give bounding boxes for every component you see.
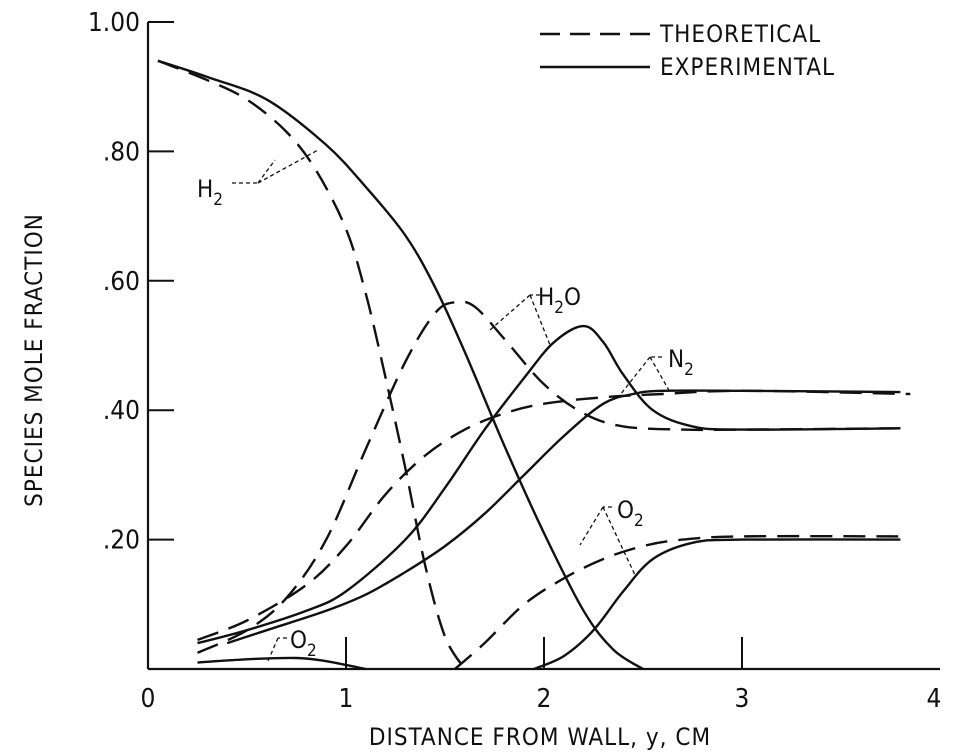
annotation-leader <box>529 294 551 346</box>
y-tick-label: .20 <box>103 526 140 556</box>
curves <box>157 59 911 671</box>
x-tick-label: 1 <box>339 684 354 714</box>
annotation-h2o: H2O <box>538 283 581 318</box>
axes <box>146 21 940 671</box>
annotation-h2: H2 <box>197 175 223 210</box>
h2-experimental-curve <box>157 59 644 671</box>
x-tick-label: 4 <box>927 684 942 714</box>
tick-labels: .20 .40 .60 .80 1.00 0 1 2 3 4 <box>88 8 942 714</box>
species-annotations: H2 H2O N2 O2 O2 <box>197 149 694 662</box>
annotation-o2-upper: O2 <box>617 496 644 531</box>
y-tick-label: .40 <box>103 396 140 426</box>
annotation-leader <box>257 149 319 184</box>
x-tick-label: 3 <box>735 684 750 714</box>
h2-theoretical-curve <box>157 59 466 670</box>
y-axis-label: SPECIES MOLE FRACTION <box>20 213 48 507</box>
annotation-o2-lower: O2 <box>290 626 317 661</box>
annotation-leader <box>649 356 671 393</box>
x-tick-label: 0 <box>141 684 156 714</box>
x-axis-label: DISTANCE FROM WALL, y, CM <box>369 723 711 751</box>
annotation-leader <box>489 294 531 331</box>
o2-theoretical-curve <box>454 534 901 670</box>
o2-experimental-curve <box>197 656 367 671</box>
n2-experimental-curve <box>226 389 901 645</box>
annotation-leader <box>619 356 651 396</box>
annotation-leader <box>257 159 276 184</box>
legend: THEORETICAL EXPERIMENTAL <box>540 20 835 81</box>
n2-theoretical-curve <box>197 389 911 642</box>
h2o-experimental-curve <box>197 324 901 645</box>
o2-experimental-curve <box>533 538 901 671</box>
y-tick-label: .80 <box>103 137 140 167</box>
legend-label: EXPERIMENTAL <box>660 53 835 81</box>
y-tick-label: 1.00 <box>88 8 140 38</box>
x-tick-label: 2 <box>537 684 552 714</box>
annotation-n2: N2 <box>668 345 694 380</box>
annotation-leader <box>602 506 636 576</box>
y-tick-label: .60 <box>103 267 140 297</box>
h2o-theoretical-curve <box>197 300 901 654</box>
annotation-leader <box>579 506 604 546</box>
legend-label: THEORETICAL <box>659 20 821 48</box>
